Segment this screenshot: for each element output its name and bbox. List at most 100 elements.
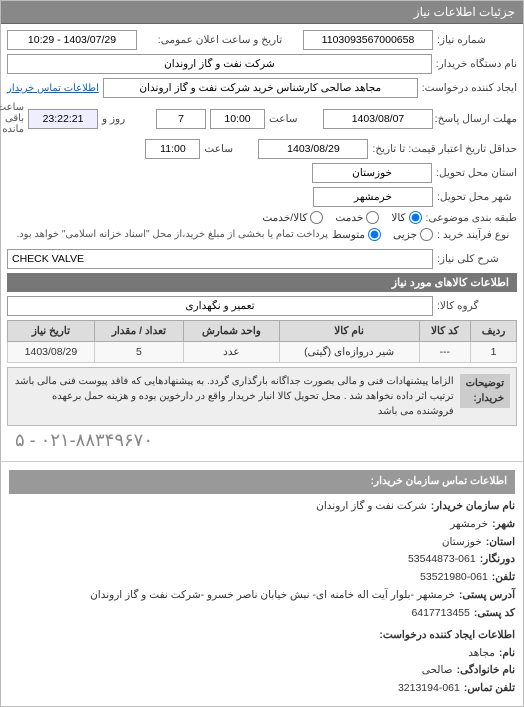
th-4: تعداد / مقدار — [94, 321, 183, 342]
main-panel: جزئیات اطلاعات نیاز شماره نیاز: تاریخ و … — [0, 0, 524, 707]
td-1: --- — [419, 342, 471, 363]
contact-address-label: آدرس پستی: — [459, 589, 515, 601]
contact-lastname-label: نام خانوادگی: — [457, 664, 515, 676]
contact-org: نام سازمان خریدار: شرکت نفت و گاز اروندان — [9, 498, 515, 516]
table-header-row: ردیف کد کالا نام کالا واحد شمارش تعداد /… — [8, 321, 517, 342]
group-input[interactable] — [7, 296, 433, 316]
description-text: الزاما پیشنهادات فنی و مالی بصورت جداگان… — [14, 374, 454, 419]
province-input[interactable] — [312, 163, 432, 183]
contact-lastname-value: صالحی — [422, 664, 453, 676]
remain-time-input — [28, 109, 98, 129]
request-no-input[interactable] — [303, 30, 433, 50]
contact-org-label: نام سازمان خریدار: — [431, 500, 515, 512]
radio-medium-input[interactable] — [368, 228, 381, 241]
contact-phone-label: تلفن: — [492, 571, 515, 583]
contact-province-value: خوزستان — [442, 536, 482, 548]
radio-medium[interactable]: متوسط — [332, 228, 381, 241]
contact-org-value: شرکت نفت و گاز اروندان — [316, 500, 427, 512]
contact-phone: تلفن: 061-53521980 — [9, 569, 515, 587]
contact-contactphone-label: تلفن تماس: — [464, 682, 515, 694]
contact-section: اطلاعات تماس سازمان خریدار: نام سازمان خ… — [1, 461, 523, 706]
remain-days-input — [156, 109, 206, 129]
contact-name: نام: مجاهد — [9, 645, 515, 663]
footer-phone: ۰۲۱-۸۸۳۴۹۶۷۰ - ۵ — [7, 426, 517, 455]
contact-name-value: مجاهد — [468, 647, 495, 659]
description-label: توضیحات خریدار: — [460, 374, 510, 408]
public-datetime-input[interactable] — [7, 30, 137, 50]
contact-creator-section: اطلاعات ایجاد کننده درخواست: — [9, 627, 515, 645]
th-5: تاریخ نیاز — [8, 321, 95, 342]
contact-address: آدرس پستی:خرمشهر -بلوار آیت اله خامنه ای… — [9, 587, 515, 605]
contact-fax-value: 061-53544873 — [408, 553, 476, 565]
request-no-label: شماره نیاز: — [437, 34, 517, 46]
contact-postal-label: کد پستی: — [474, 607, 515, 619]
contact-name-label: نام: — [499, 647, 515, 659]
contact-city: شهر:خرمشهر — [9, 516, 515, 534]
credit-time-label: ساعت — [204, 143, 254, 155]
deadline-time-label: ساعت — [269, 113, 319, 125]
contact-province-label: استان: — [486, 536, 515, 548]
creator-input[interactable] — [103, 78, 418, 98]
th-0: ردیف — [471, 321, 517, 342]
radio-minor-label: جزیی — [393, 229, 417, 241]
radio-goods[interactable]: کالا — [391, 211, 421, 224]
radio-both-input[interactable] — [310, 211, 323, 224]
row-group: گروه کالا: — [7, 296, 517, 316]
credit-label: حداقل تاریخ اعتبار قیمت: تا تاریخ: — [372, 143, 517, 155]
td-5: 1403/08/29 — [8, 342, 95, 363]
row-need-title: شرح کلی نیاز: — [7, 249, 517, 269]
items-section-title: اطلاعات کالاهای مورد نیاز — [7, 273, 517, 292]
need-title-label: شرح کلی نیاز: — [437, 253, 517, 265]
credit-time-input[interactable] — [145, 139, 200, 159]
row-request-no: شماره نیاز: تاریخ و ساعت اعلان عمومی: — [7, 30, 517, 50]
th-2: نام کالا — [279, 321, 419, 342]
buytype-radio-group: جزیی متوسط — [332, 228, 433, 241]
th-3: واحد شمارش — [184, 321, 280, 342]
radio-minor-input[interactable] — [420, 228, 433, 241]
row-province: استان محل تحویل: — [7, 163, 517, 183]
table-row[interactable]: 1 --- شیر دروازه‌ای (گیتی) عدد 5 1403/08… — [8, 342, 517, 363]
deadline-time-input[interactable] — [210, 109, 265, 129]
radio-service-input[interactable] — [366, 211, 379, 224]
radio-service[interactable]: خدمت — [335, 211, 379, 224]
panel-title: جزئیات اطلاعات نیاز — [1, 1, 523, 24]
class-radio-group: کالا خدمت کالا/خدمت — [262, 211, 421, 224]
buytype-label: نوع فرآیند خرید : — [437, 229, 517, 241]
radio-both[interactable]: کالا/خدمت — [262, 211, 323, 224]
row-deadline: مهلت ارسال پاسخ: تا ساعت روز و ساعت باقی… — [7, 102, 517, 135]
contact-city-value: خرمشهر — [450, 518, 488, 530]
credit-date-input[interactable] — [258, 139, 368, 159]
contact-fax-label: دورنگار: — [480, 553, 515, 565]
radio-goods-label: کالا — [391, 212, 405, 224]
contact-contactphone-value: 061-3213194 — [398, 682, 460, 694]
city-input[interactable] — [313, 187, 433, 207]
td-2: شیر دروازه‌ای (گیتی) — [279, 342, 419, 363]
radio-goods-input[interactable] — [409, 211, 422, 224]
contact-province: استان: خوزستان — [9, 534, 515, 552]
province-label: استان محل تحویل: — [436, 167, 517, 179]
device-label: نام دستگاه خریدار: — [436, 58, 517, 70]
contact-phone-value: 061-53521980 — [420, 571, 488, 583]
td-3: عدد — [184, 342, 280, 363]
row-buytype: نوع فرآیند خرید : جزیی متوسط پرداخت تمام… — [7, 228, 517, 241]
form-body: شماره نیاز: تاریخ و ساعت اعلان عمومی: نا… — [1, 24, 523, 461]
creator-label: ایجاد کننده درخواست: — [422, 82, 517, 94]
group-label: گروه کالا: — [437, 300, 517, 312]
radio-both-label: کالا/خدمت — [262, 212, 307, 224]
contact-link[interactable]: اطلاعات تماس خریدار — [7, 83, 99, 94]
radio-minor[interactable]: جزیی — [393, 228, 433, 241]
need-title-input[interactable] — [7, 249, 433, 269]
contact-postal: کد پستی: 6417713455 — [9, 605, 515, 623]
buy-note: پرداخت تمام یا بخشی از مبلغ خرید،از محل … — [7, 229, 328, 240]
contact-postal-value: 6417713455 — [411, 607, 469, 619]
items-table: ردیف کد کالا نام کالا واحد شمارش تعداد /… — [7, 320, 517, 363]
contact-contactphone: تلفن تماس: 061-3213194 — [9, 680, 515, 698]
device-input[interactable] — [7, 54, 432, 74]
row-creator: ایجاد کننده درخواست: اطلاعات تماس خریدار — [7, 78, 517, 98]
class-label: طبقه بندی موضوعی: — [426, 212, 517, 224]
deadline-date-input[interactable] — [323, 109, 433, 129]
contact-fax: دورنگار: 061-53544873 — [9, 551, 515, 569]
row-device: نام دستگاه خریدار: — [7, 54, 517, 74]
radio-service-label: خدمت — [335, 212, 363, 224]
th-1: کد کالا — [419, 321, 471, 342]
